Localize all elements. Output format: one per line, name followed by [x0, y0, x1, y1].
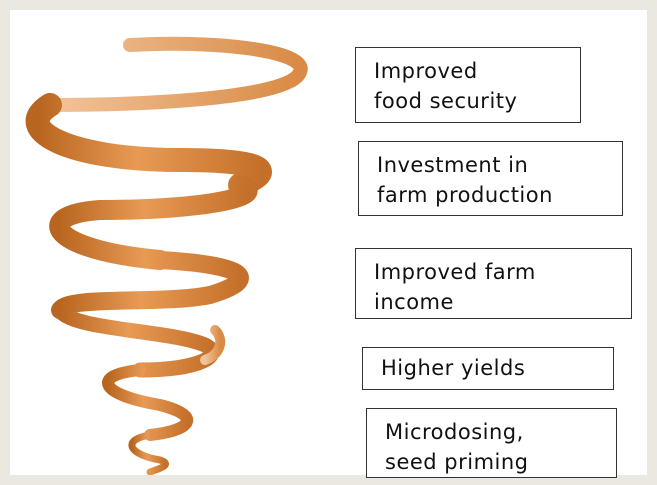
label-text: farm production [377, 180, 622, 210]
label-text: Higher yields [381, 353, 613, 383]
label-text: income [374, 287, 631, 317]
label-text: Microdosing, [385, 417, 616, 447]
label-box: Microdosing,seed priming [366, 408, 617, 478]
label-text: Investment in [377, 150, 622, 180]
label-text: Improved [374, 56, 580, 86]
label-text: food security [374, 86, 580, 116]
label-text: Improved farm [374, 257, 631, 287]
page: {"boxes": [ {"lines": ["Improved", "food… [0, 0, 657, 485]
label-box: Higher yields [362, 347, 614, 390]
label-text: seed priming [385, 447, 616, 477]
